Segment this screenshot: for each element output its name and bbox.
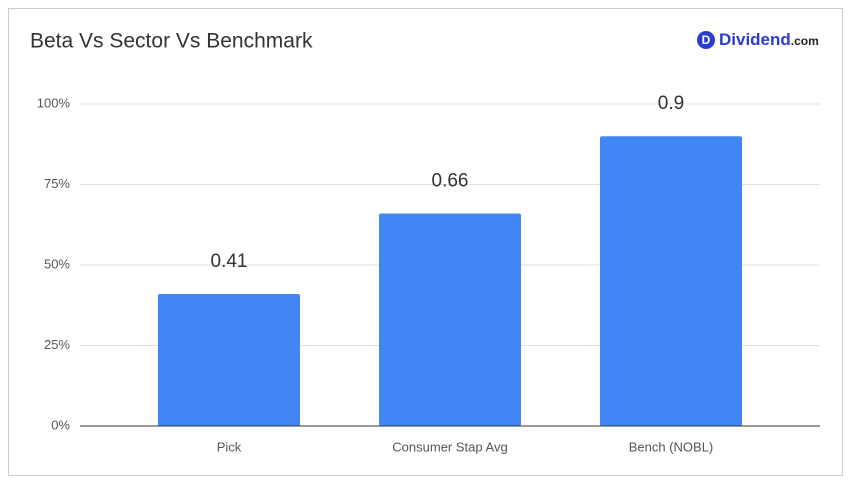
y-tick-label: 25% [44, 337, 70, 352]
y-tick-label: 50% [44, 256, 70, 271]
bar [379, 213, 521, 426]
logo-name: Dividend.com [719, 30, 819, 49]
x-tick-label: Pick [217, 439, 242, 454]
value-label: 0.66 [432, 170, 469, 191]
value-label: 0.41 [211, 251, 248, 272]
logo[interactable]: D Dividend.com [697, 30, 819, 49]
bar [158, 293, 300, 426]
y-tick-label: 0% [51, 417, 70, 432]
logo-suffix: .com [791, 34, 819, 48]
chart-title: Beta Vs Sector Vs Benchmark [30, 30, 313, 53]
x-tick-label: Bench (NOBL) [629, 439, 714, 454]
logo-circle [697, 31, 715, 49]
value-label: 0.9 [658, 93, 684, 114]
y-tick-label: 75% [44, 176, 70, 191]
bar [600, 136, 742, 426]
logo-name-main: Dividend [719, 30, 791, 49]
x-tick-label: Consumer Stap Avg [392, 439, 507, 454]
y-tick-label: 100% [37, 95, 71, 110]
logo-mark: D [702, 33, 711, 47]
